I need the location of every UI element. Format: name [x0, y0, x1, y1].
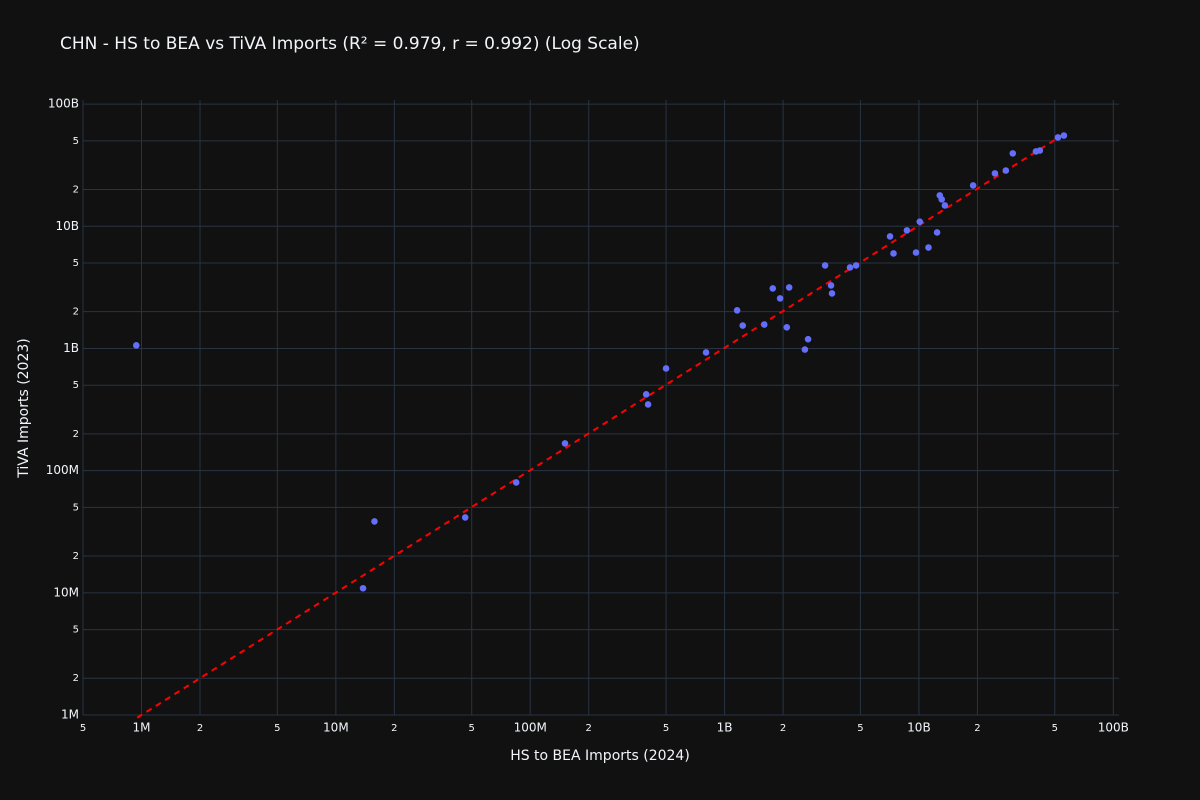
scatter-point [561, 440, 569, 447]
y-tick-label: 2 [73, 551, 79, 562]
scatter-point [644, 401, 652, 408]
x-tick-label: 1B [717, 721, 733, 735]
scatter-point [1009, 150, 1017, 157]
scatter-point [827, 282, 835, 289]
x-tick-label: 10B [907, 721, 931, 735]
scatter-point [1036, 147, 1044, 154]
scatter-point [916, 218, 924, 225]
y-tick-label: 5 [73, 625, 79, 636]
scatter-point [371, 518, 378, 525]
x-tick-label: 1M [133, 721, 151, 735]
scatter-point [461, 514, 469, 521]
scatter-point [776, 295, 784, 302]
x-tick-label: 5 [80, 723, 86, 734]
y-tick-label: 100B [48, 97, 79, 111]
y-tick-label: 5 [73, 136, 79, 147]
scatter-point [783, 323, 791, 331]
scatter-point [933, 229, 941, 236]
scatter-point [359, 584, 367, 592]
scatter-point [132, 342, 140, 349]
x-tick-label: 5 [663, 723, 669, 734]
scatter-point [828, 290, 836, 297]
scatter-point [886, 233, 894, 240]
chart-title: CHN - HS to BEA vs TiVA Imports (R² = 0.… [60, 34, 640, 54]
x-tick-label: 2 [780, 723, 786, 734]
x-tick-label: 2 [586, 723, 592, 734]
scatter-point [969, 182, 977, 189]
scatter-point [760, 321, 768, 328]
y-tick-label: 100M [46, 463, 79, 477]
x-tick-label: 2 [197, 723, 203, 734]
scatter-point [702, 349, 710, 356]
scatter-point [925, 244, 932, 251]
scatter-point [769, 285, 777, 292]
scatter-point [938, 196, 946, 203]
scatter-point [733, 307, 741, 314]
scatter-point [512, 479, 520, 486]
x-tick-label: 5 [857, 723, 863, 734]
y-tick-label: 2 [73, 184, 79, 195]
y-tick-label: 1M [61, 708, 79, 722]
y-tick-label: 5 [73, 258, 79, 269]
scatter-point [912, 249, 920, 256]
scatter-point [890, 250, 897, 257]
scatter-point [785, 284, 793, 291]
x-tick-label: 5 [469, 723, 475, 734]
scatter-point [642, 391, 650, 398]
y-tick-label: 2 [73, 307, 79, 318]
y-tick-label: 10M [53, 585, 79, 599]
y-tick-label: 2 [73, 429, 79, 440]
scatter-point [804, 335, 812, 343]
y-axis-title: TiVA Imports (2023) [16, 338, 32, 478]
y-tick-label: 1B [63, 341, 79, 355]
scatter-point [1060, 132, 1068, 139]
scatter-point [846, 264, 854, 271]
scatter-point [903, 227, 911, 234]
y-tick-label: 5 [73, 380, 79, 391]
scatter-point [662, 365, 670, 372]
x-tick-label: 100M [514, 721, 547, 735]
x-tick-label: 10M [323, 721, 349, 735]
y-tick-label: 5 [73, 502, 79, 513]
x-tick-label: 2 [974, 723, 980, 734]
scatter-point [801, 346, 809, 353]
scatter-point [739, 322, 747, 329]
x-tick-label: 5 [274, 723, 280, 734]
x-tick-label: 5 [1052, 723, 1058, 734]
scatter-point [1054, 134, 1062, 141]
scatter-point [852, 262, 860, 269]
y-tick-label: 2 [73, 673, 79, 684]
y-tick-label: 10B [55, 219, 79, 233]
x-axis-title: HS to BEA Imports (2024) [510, 748, 690, 764]
x-tick-label: 2 [391, 723, 397, 734]
scatter-point [1002, 167, 1010, 174]
scatter-point [941, 202, 949, 209]
scatter-point [991, 170, 999, 177]
scatter-point [821, 262, 829, 269]
x-tick-label: 100B [1098, 721, 1129, 735]
